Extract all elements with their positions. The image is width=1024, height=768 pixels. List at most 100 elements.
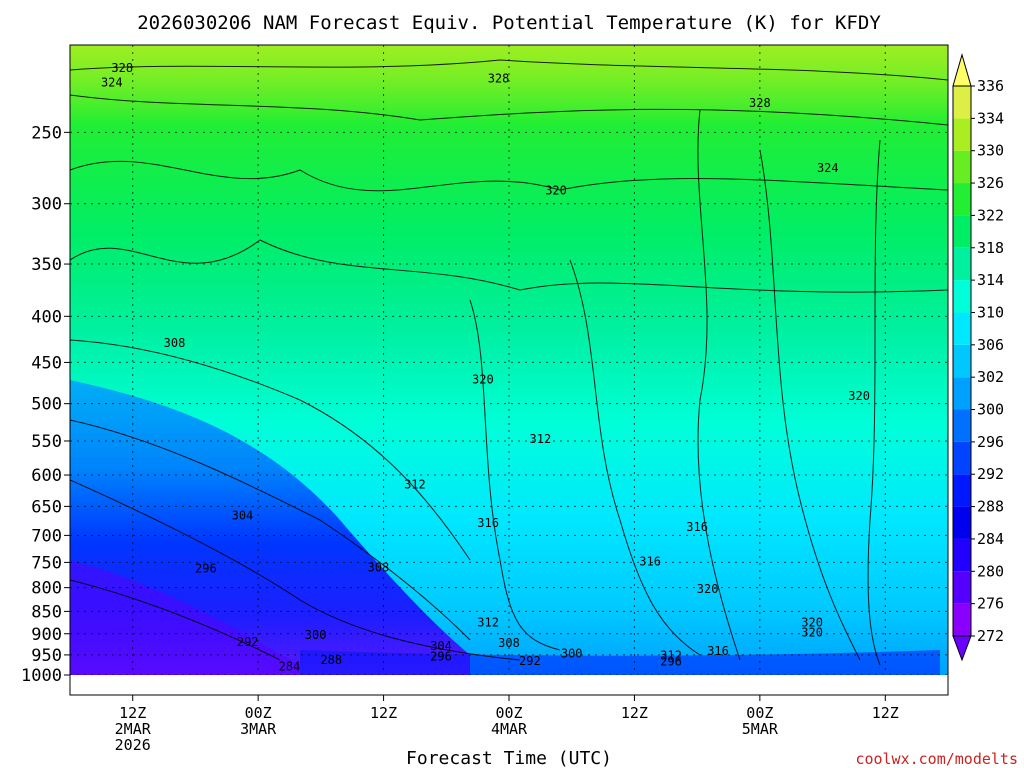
contour-label: 320 [472,372,494,386]
colorbar-label: 334 [977,109,1004,127]
colorbar: 272 276 280 284 288 292 296 300 302 306 310 314 318 3… [952,52,1004,662]
x-tick-label: 12Z [370,704,397,722]
colorbar-label: 296 [977,433,1004,451]
contour-label: 300 [305,628,327,642]
contour-label: 296 [660,654,682,668]
colorbar-swatch [953,118,971,151]
contour-label: 312 [477,616,499,630]
colorbar-swatch [953,344,971,378]
colorbar-label: 306 [977,336,1004,354]
contour-label: 288 [320,653,342,667]
x-axis-label: Forecast Time (UTC) [406,748,612,768]
contour-label: 320 [697,582,719,596]
contour-label: 324 [101,75,123,89]
y-axis: 250 300 350 400 450 500 550 600 650 700 750 800 850 9… [21,123,70,686]
x-tick-label: 12Z [872,704,899,722]
colorbar-label: 302 [977,368,1004,386]
colorbar-swatch [953,474,971,507]
contour-label: 284 [279,659,301,673]
x-tick-label: 00Z [245,704,272,722]
y-tick-label: 850 [31,602,62,622]
colorbar-label: 300 [977,401,1004,419]
y-tick-label: 900 [31,625,62,645]
contour-label: 316 [686,520,708,534]
colorbar-max-arrow [952,52,972,87]
x-tick-label: 12Z [119,704,146,722]
colorbar-label: 314 [977,271,1004,289]
colorbar-label: 326 [977,174,1004,192]
y-tick-label: 300 [31,195,62,215]
colorbar-swatch [953,150,971,184]
contour-label: 316 [707,644,729,658]
y-tick-label: 950 [31,646,62,666]
contour-label: 320 [801,616,823,630]
colorbar-swatch [953,506,971,539]
contour-label: 308 [368,561,390,575]
y-tick-label: 400 [31,307,62,327]
contour-label: 324 [817,161,839,175]
plot-area [70,45,948,695]
credit-text: coolwx.com/modelts [855,750,1018,768]
colorbar-label: 318 [977,239,1004,257]
colorbar-label: 292 [977,465,1004,483]
contour-label: 316 [639,554,661,568]
y-tick-label: 500 [31,395,62,415]
colorbar-swatch [953,247,971,281]
contour-label: 292 [519,654,541,668]
y-tick-label: 1000 [21,666,62,686]
x-tick-label: 12Z [621,704,648,722]
warm-upper-layer [70,45,948,125]
colorbar-label: 276 [977,595,1004,613]
contour-label: 308 [164,336,186,350]
colorbar-swatch [953,441,971,475]
contour-label: 312 [404,478,426,492]
colorbar-swatch [953,603,971,636]
contour-label: 328 [749,96,771,110]
surface-cold-band [300,650,940,675]
colorbar-swatch [953,280,971,313]
colorbar-swatch [953,538,971,572]
colorbar-label: 272 [977,627,1004,645]
x-tick-label: 4MAR [491,720,528,738]
x-tick-label: 3MAR [240,720,277,738]
colorbar-label: 280 [977,562,1004,580]
contour-label: 296 [195,562,217,576]
x-tick-label: 00Z [495,704,522,722]
contour-label: 316 [477,516,499,530]
contour-label: 328 [111,61,133,75]
colorbar-swatch [953,86,971,119]
colorbar-swatch [953,215,971,248]
contour-label: 304 [232,508,254,522]
y-tick-label: 350 [31,255,62,275]
contour-label: 308 [498,636,520,650]
ground [70,675,948,695]
contour-label: 328 [488,72,510,86]
colorbar-label: 322 [977,206,1004,224]
contour-label: 312 [530,432,552,446]
y-tick-label: 750 [31,553,62,573]
colorbar-swatch [953,409,971,442]
x-tick-label: 00Z [746,704,773,722]
x-tick-label: 5MAR [742,720,779,738]
colorbar-swatch [953,377,971,410]
colorbar-label: 310 [977,303,1004,321]
colorbar-frame [952,85,972,637]
contour-label: 320 [848,389,870,403]
y-tick-label: 250 [31,123,62,143]
y-tick-label: 650 [31,497,62,517]
contour-label: 304 [430,639,452,653]
chart-title: 2026030206 NAM Forecast Equiv. Potential… [137,12,881,34]
y-tick-label: 800 [31,579,62,599]
y-tick-label: 550 [31,432,62,452]
y-tick-label: 600 [31,466,62,486]
colorbar-swatch [953,312,971,345]
contour-label: 292 [237,635,259,649]
colorbar-label: 330 [977,142,1004,160]
y-tick-label: 700 [31,526,62,546]
contour-label: 312 [660,649,682,663]
colorbar-swatch [953,183,971,216]
x-tick-label: 2026 [115,736,151,754]
